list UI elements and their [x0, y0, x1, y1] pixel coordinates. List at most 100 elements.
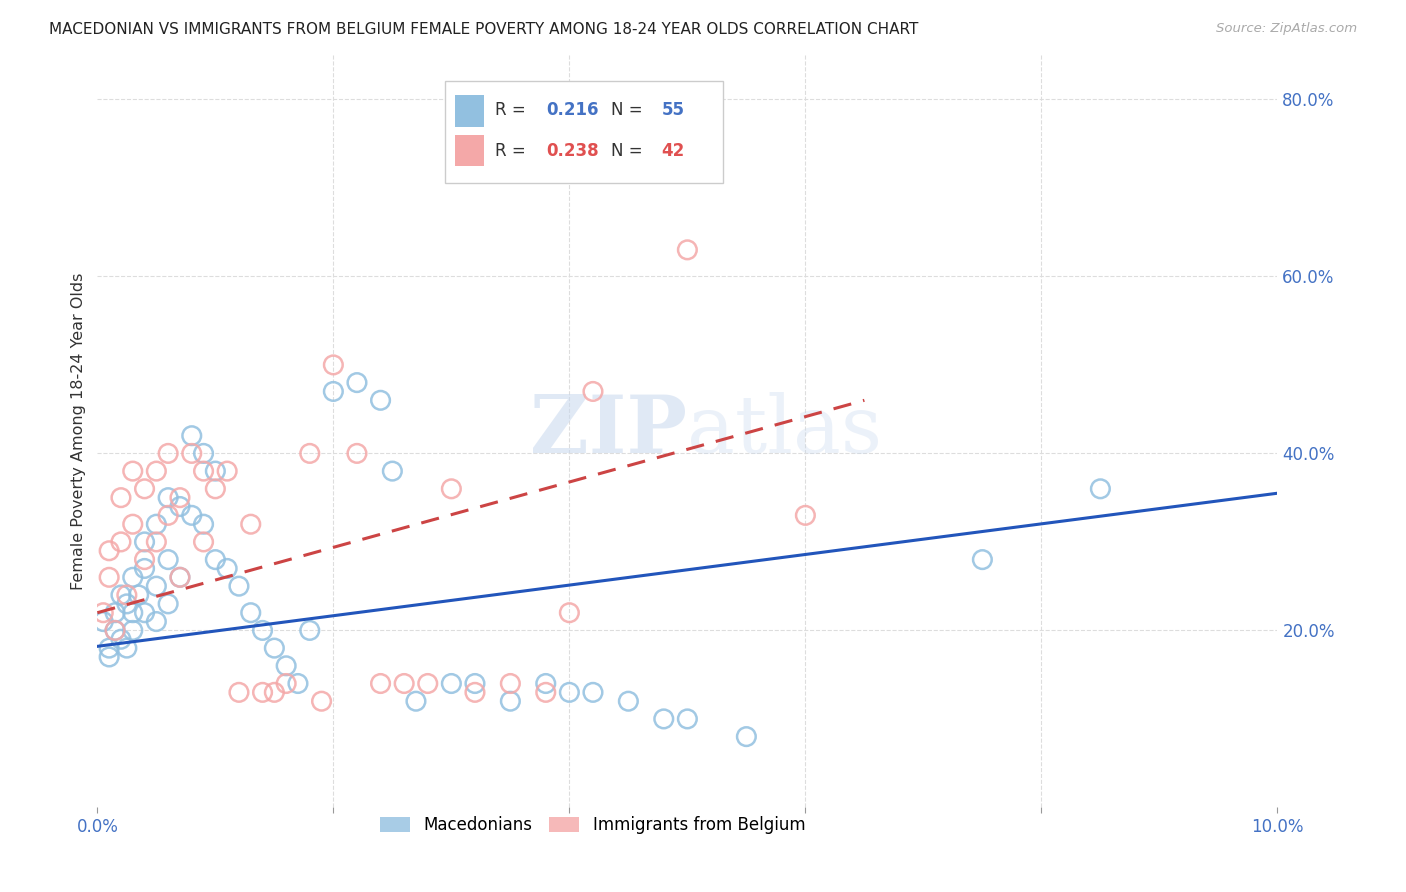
Point: [534, 685, 557, 699]
Point: [558, 606, 581, 620]
Point: [228, 579, 250, 593]
Point: [582, 685, 605, 699]
Point: [252, 685, 274, 699]
Point: [115, 641, 138, 656]
Point: [735, 730, 758, 744]
Point: [204, 552, 226, 566]
Point: [464, 685, 486, 699]
Point: [370, 676, 392, 690]
Point: [134, 606, 156, 620]
Text: 0.238: 0.238: [546, 142, 599, 160]
Point: [115, 588, 138, 602]
Point: [499, 676, 522, 690]
Point: [121, 570, 143, 584]
Point: [145, 579, 167, 593]
Point: [157, 446, 180, 460]
Point: [145, 464, 167, 478]
Point: [217, 464, 239, 478]
Point: [405, 694, 427, 708]
Point: [287, 676, 309, 690]
Point: [121, 624, 143, 638]
Point: [617, 694, 640, 708]
Point: [239, 517, 262, 532]
Point: [157, 508, 180, 523]
Point: [110, 535, 132, 549]
Point: [145, 517, 167, 532]
Point: [157, 491, 180, 505]
Point: [121, 464, 143, 478]
Point: [145, 615, 167, 629]
Point: [121, 517, 143, 532]
FancyBboxPatch shape: [456, 95, 485, 127]
Point: [180, 446, 202, 460]
Point: [534, 676, 557, 690]
Point: [346, 376, 368, 390]
Point: [676, 243, 699, 257]
Point: [91, 606, 114, 620]
Point: [157, 597, 180, 611]
Point: [134, 535, 156, 549]
FancyBboxPatch shape: [446, 81, 723, 183]
Point: [252, 624, 274, 638]
Point: [276, 676, 298, 690]
Point: [121, 606, 143, 620]
Point: [134, 482, 156, 496]
Text: 55: 55: [661, 101, 685, 119]
Point: [204, 482, 226, 496]
Point: [440, 676, 463, 690]
Point: [217, 561, 239, 575]
Point: [1090, 482, 1112, 496]
Point: [104, 624, 127, 638]
Point: [169, 570, 191, 584]
Point: [652, 712, 675, 726]
Point: [128, 588, 150, 602]
Point: [464, 676, 486, 690]
Point: [263, 685, 285, 699]
Point: [104, 624, 127, 638]
Text: 0.216: 0.216: [546, 101, 599, 119]
Point: [134, 552, 156, 566]
Point: [110, 588, 132, 602]
Point: [346, 446, 368, 460]
Text: R =: R =: [495, 142, 531, 160]
Text: MACEDONIAN VS IMMIGRANTS FROM BELGIUM FEMALE POVERTY AMONG 18-24 YEAR OLDS CORRE: MACEDONIAN VS IMMIGRANTS FROM BELGIUM FE…: [49, 22, 918, 37]
Point: [157, 552, 180, 566]
Point: [98, 570, 121, 584]
Point: [972, 552, 994, 566]
Text: ZIP: ZIP: [530, 392, 688, 470]
Point: [392, 676, 415, 690]
Point: [794, 508, 817, 523]
Text: N =: N =: [610, 101, 648, 119]
Point: [193, 464, 215, 478]
Point: [145, 535, 167, 549]
Point: [322, 384, 344, 399]
Point: [370, 393, 392, 408]
Point: [193, 446, 215, 460]
Text: Source: ZipAtlas.com: Source: ZipAtlas.com: [1216, 22, 1357, 36]
Point: [110, 632, 132, 647]
Point: [582, 384, 605, 399]
Point: [193, 517, 215, 532]
Point: [169, 500, 191, 514]
Point: [263, 641, 285, 656]
Point: [169, 570, 191, 584]
Point: [228, 685, 250, 699]
Text: N =: N =: [610, 142, 648, 160]
Point: [311, 694, 333, 708]
Point: [298, 624, 321, 638]
Y-axis label: Female Poverty Among 18-24 Year Olds: Female Poverty Among 18-24 Year Olds: [72, 273, 86, 590]
Point: [558, 685, 581, 699]
Point: [104, 606, 127, 620]
Point: [499, 694, 522, 708]
Point: [98, 543, 121, 558]
Point: [276, 658, 298, 673]
Point: [91, 615, 114, 629]
Point: [322, 358, 344, 372]
Point: [440, 482, 463, 496]
Point: [169, 491, 191, 505]
Point: [134, 561, 156, 575]
Point: [115, 597, 138, 611]
Text: atlas: atlas: [688, 392, 883, 470]
Point: [298, 446, 321, 460]
Point: [204, 464, 226, 478]
